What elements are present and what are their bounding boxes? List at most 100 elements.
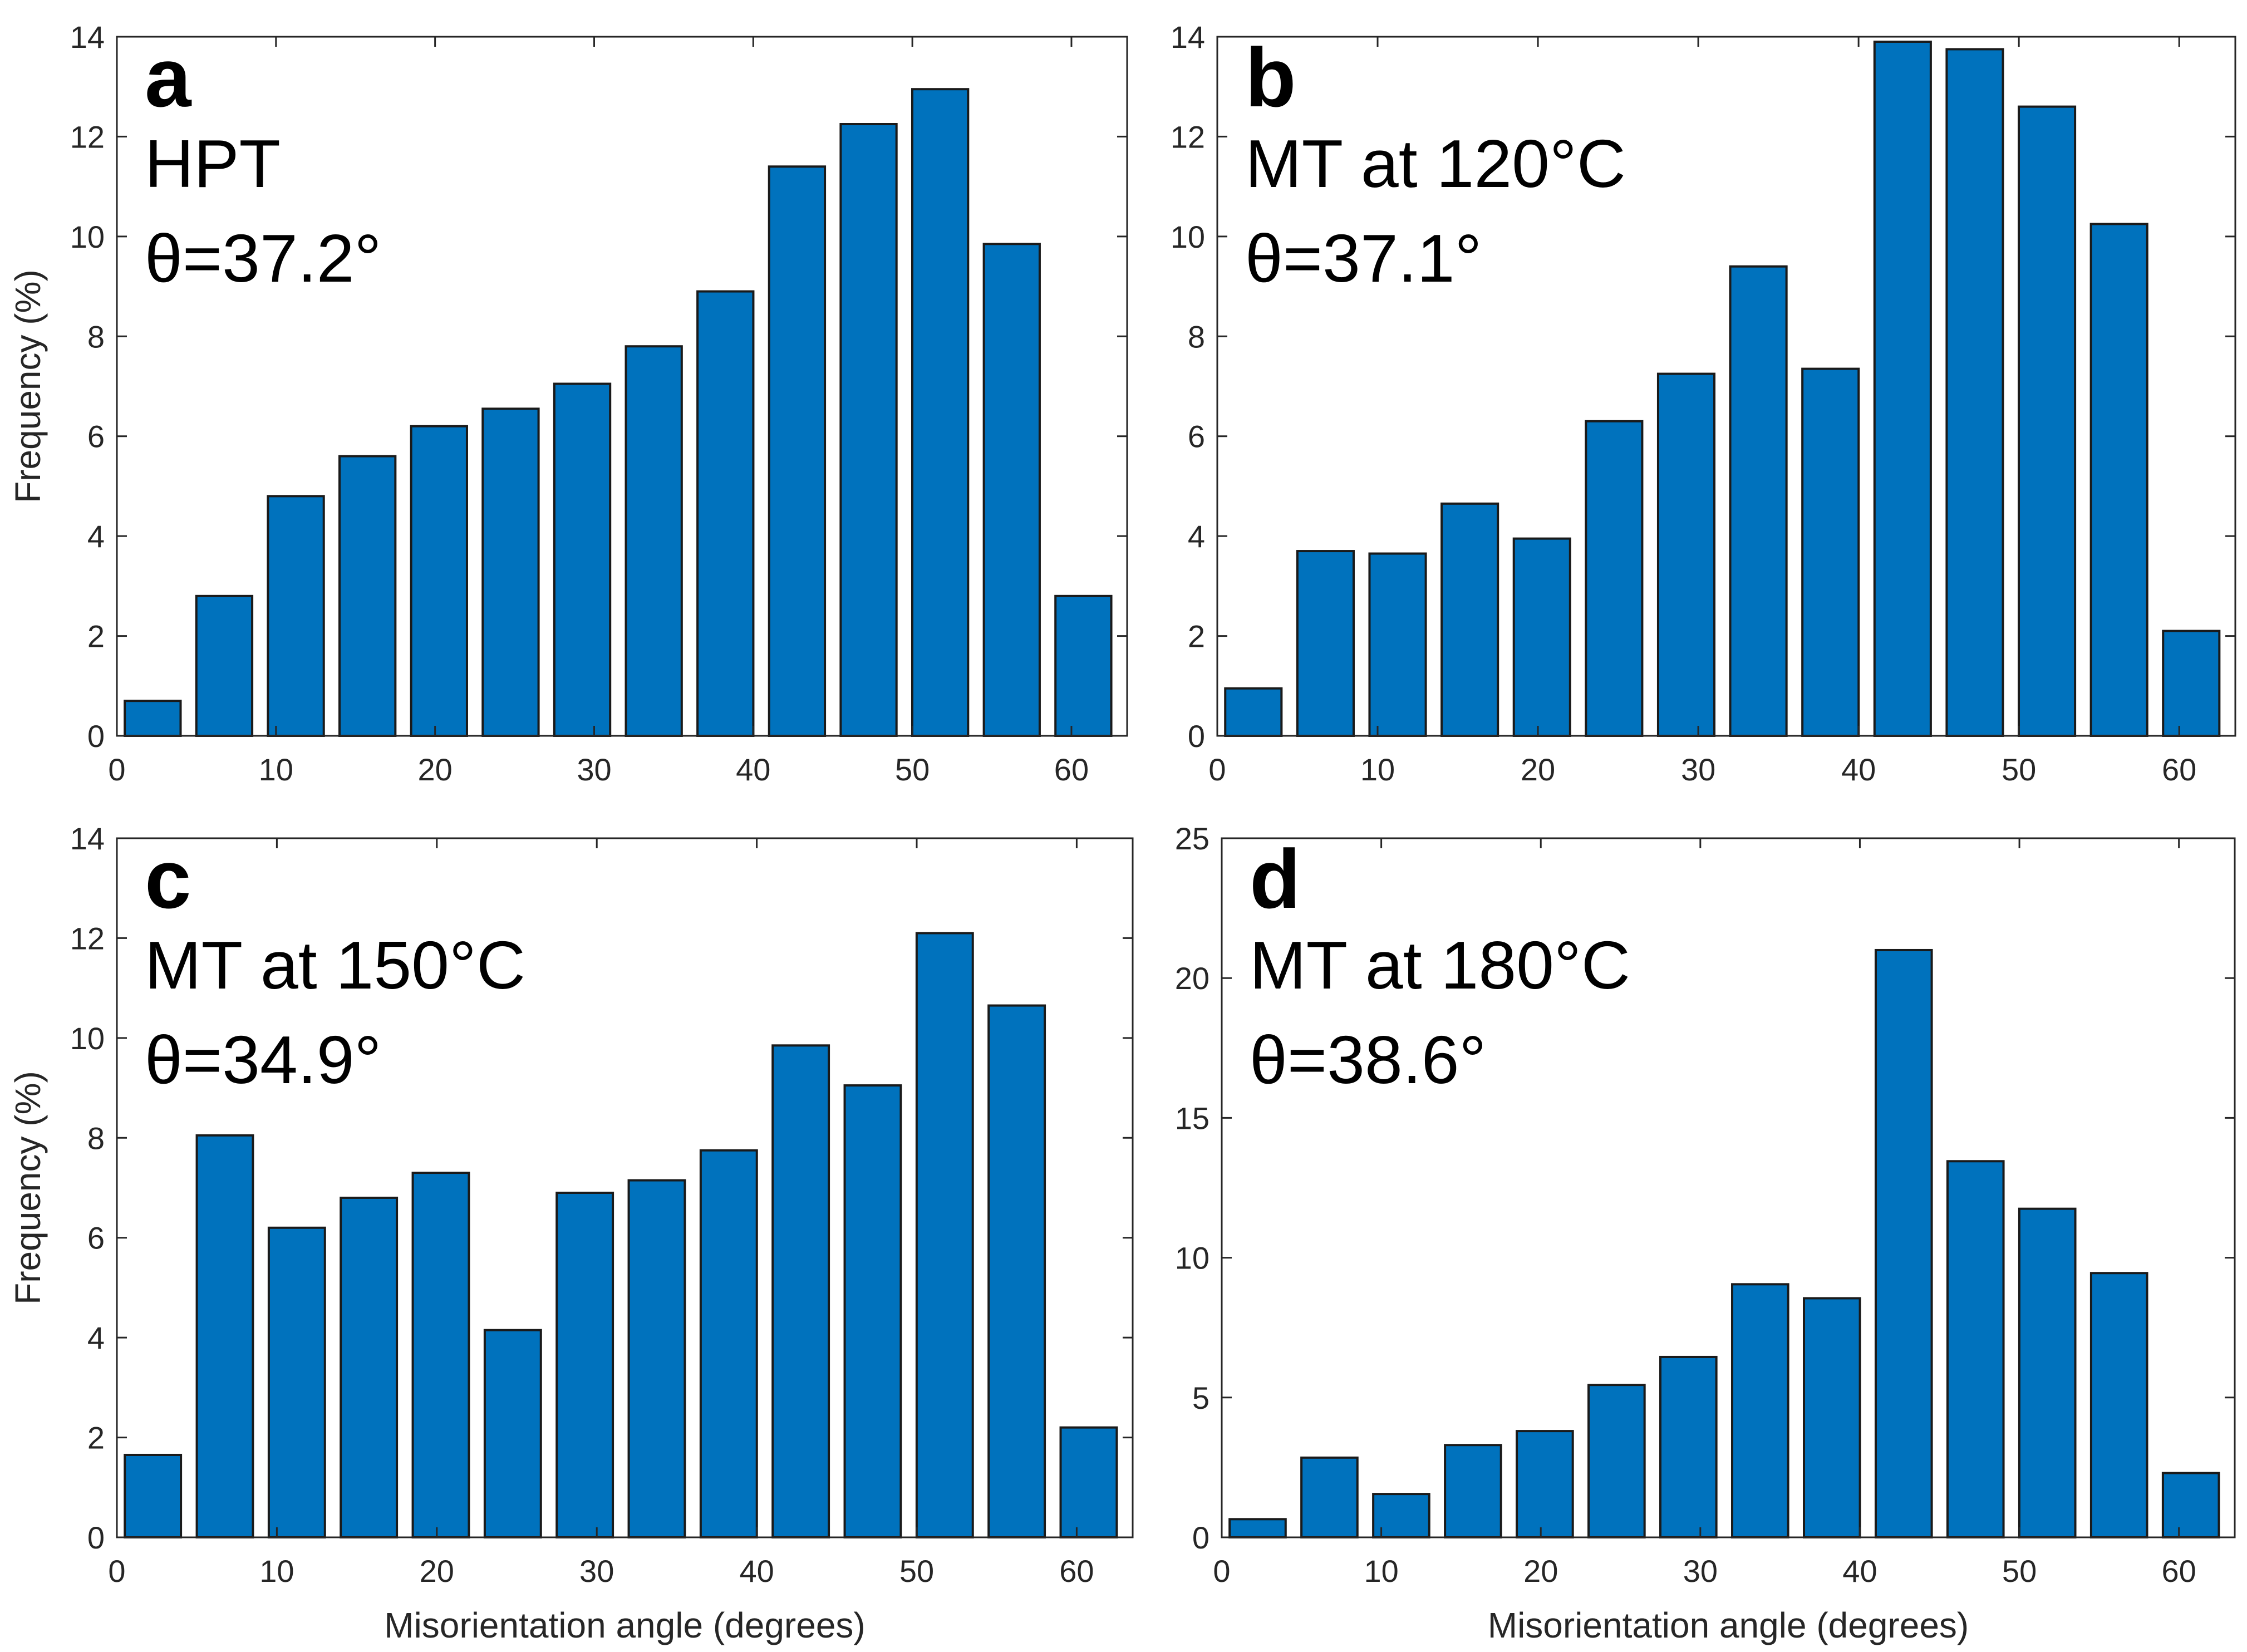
panel-c-letter: c [145, 832, 191, 926]
panel-c-ytick-label-6: 6 [87, 1221, 105, 1256]
panel-b-ytick-label-10: 10 [1171, 219, 1205, 254]
panel-c-xtick-label-0: 0 [108, 1553, 125, 1589]
panel-a-bar-0 [124, 700, 182, 737]
panel-d-bar-10 [1946, 1160, 2005, 1538]
panel-c-bar-12 [987, 1004, 1046, 1538]
panel-b-bar-5 [1585, 420, 1644, 737]
panel-c-bar-5 [483, 1329, 542, 1539]
panel-c-bar-6 [555, 1191, 614, 1538]
panel-c-ytick-label-4: 4 [87, 1320, 105, 1355]
panel-b-theta: θ=37.1° [1245, 220, 1482, 296]
panel-d-bar-4 [1516, 1430, 1574, 1539]
panel-d-chart: 0 10 20 30 40 50 60 0 5 10 15 20 25 Misorientation an… [1175, 821, 2236, 1645]
panel-b-bar-13 [2162, 630, 2221, 737]
panel-a-condition: HPT [145, 126, 281, 201]
panel-a-xtick-label-40: 40 [736, 752, 770, 787]
panel-d-theta: θ=38.6° [1250, 1022, 1486, 1098]
panel-c-chart: 0 10 20 30 40 50 60 0 2 4 6 8 10 12 14 Frequency (%) Mis… [8, 821, 1134, 1645]
panel-c-ytick-label-8: 8 [87, 1120, 105, 1156]
panel-c-ytick-label-12: 12 [70, 921, 105, 956]
panel-a-ylabel: Frequency (%) [8, 269, 48, 503]
panel-d-xtick-label-50: 50 [2002, 1553, 2037, 1589]
panel-d-bar-1 [1300, 1456, 1359, 1539]
panel-a-ytick-label-14: 14 [70, 19, 105, 55]
panel-b-ytick-label-0: 0 [1188, 719, 1205, 754]
panel-c-xtick-label-10: 10 [259, 1553, 294, 1589]
panel-b-ytick-label-6: 6 [1188, 419, 1205, 454]
panel-b-bar-3 [1440, 502, 1499, 737]
panel-a-ytick-label-10: 10 [70, 219, 105, 254]
panel-d-bar-9 [1874, 948, 1933, 1539]
panel-b-xtick-label-10: 10 [1360, 752, 1395, 787]
panel-a-bar-10 [839, 123, 898, 737]
panel-a-xtick-label-50: 50 [895, 752, 930, 787]
panel-d-xtick-label-30: 30 [1683, 1553, 1718, 1589]
panel-d-bar-0 [1228, 1518, 1287, 1538]
panel-a-ytick-label-8: 8 [87, 319, 105, 354]
panel-c-xtick-label-40: 40 [739, 1553, 774, 1589]
panel-b-xtick-label-40: 40 [1841, 752, 1876, 787]
panel-a-xtick-label-20: 20 [418, 752, 453, 787]
panel-c-xtick-label-60: 60 [1059, 1553, 1094, 1589]
panel-c-bar-4 [411, 1172, 470, 1538]
panel-b-bar-11 [2018, 105, 2077, 738]
panel-a-xtick-label-30: 30 [577, 752, 611, 787]
panel-a-ytick-label-12: 12 [70, 119, 105, 154]
panel-d-bar-7 [1731, 1283, 1789, 1538]
panel-a-xtick-label-60: 60 [1054, 752, 1089, 787]
panel-d-axes-box [1221, 837, 2236, 1538]
panel-d-bar-11 [2018, 1207, 2077, 1538]
panel-b-bar-7 [1729, 265, 1788, 737]
panel-a-theta: θ=37.2° [145, 220, 381, 296]
panel-b-letter: b [1245, 31, 1296, 124]
panel-a-bar-8 [696, 290, 755, 737]
panel-a-axes-box [116, 36, 1128, 737]
panel-d-xtick-label-10: 10 [1364, 1553, 1398, 1589]
panel-a-letter: a [145, 31, 192, 124]
panel-c-xtick-label-50: 50 [899, 1553, 934, 1589]
panel-b-chart: 0 10 20 30 40 50 60 0 2 4 6 8 10 12 14 bMT at 120°C θ=37… [1171, 19, 2236, 787]
panel-b-xtick-label-50: 50 [2002, 752, 2036, 787]
panel-d-xtick-label-0: 0 [1213, 1553, 1230, 1589]
panel-a-bar-7 [625, 345, 683, 737]
panel-b-xtick-label-0: 0 [1208, 752, 1226, 787]
panel-a-ytick-label-2: 2 [87, 619, 105, 654]
panel-c-bar-3 [340, 1196, 399, 1538]
panel-b-bar-10 [1945, 48, 2004, 737]
panel-b-ytick-label-12: 12 [1171, 119, 1205, 154]
panel-c-xtick-label-20: 20 [420, 1553, 454, 1589]
panel-c-xtick-label-30: 30 [579, 1553, 614, 1589]
panel-d-bar-6 [1659, 1355, 1718, 1539]
panel-d-ytick-label-15: 15 [1175, 1100, 1209, 1135]
panel-b-ytick-label-2: 2 [1188, 619, 1205, 654]
panel-c-ytick-label-0: 0 [87, 1520, 105, 1555]
panel-d-letter: d [1250, 832, 1301, 926]
panel-c-axes-box [116, 837, 1134, 1538]
panel-d-bar-12 [2089, 1272, 2148, 1538]
panel-a-bar-11 [911, 88, 970, 738]
panel-d-bar-8 [1802, 1297, 1861, 1538]
panel-d-xtick-label-20: 20 [1523, 1553, 1558, 1589]
panel-b-bar-1 [1296, 550, 1355, 737]
panel-b-condition: MT at 120°C [1245, 126, 1626, 201]
panel-d-bar-5 [1587, 1384, 1646, 1539]
panel-c-bar-7 [627, 1179, 686, 1538]
panel-d-xtick-label-40: 40 [1842, 1553, 1877, 1589]
panel-a-bar-12 [982, 243, 1041, 738]
panel-c-ylabel: Frequency (%) [8, 1071, 48, 1305]
panel-c-bar-1 [195, 1134, 254, 1538]
panel-b-ytick-label-8: 8 [1188, 319, 1205, 354]
panel-a-bar-2 [267, 495, 325, 737]
panel-c-bar-10 [843, 1084, 902, 1539]
panel-b-bar-2 [1368, 552, 1427, 737]
panel-a-bar-9 [768, 165, 827, 737]
panel-c-bar-9 [771, 1044, 830, 1539]
panel-b-ytick-label-4: 4 [1188, 519, 1205, 554]
panel-d-condition: MT at 180°C [1250, 927, 1630, 1003]
panel-d-ytick-label-25: 25 [1175, 821, 1209, 856]
panel-d-bar-13 [2161, 1472, 2220, 1538]
panel-a-ytick-label-6: 6 [87, 419, 105, 454]
panel-a-bar-13 [1054, 594, 1113, 738]
panel-a-ytick-label-4: 4 [87, 519, 105, 554]
